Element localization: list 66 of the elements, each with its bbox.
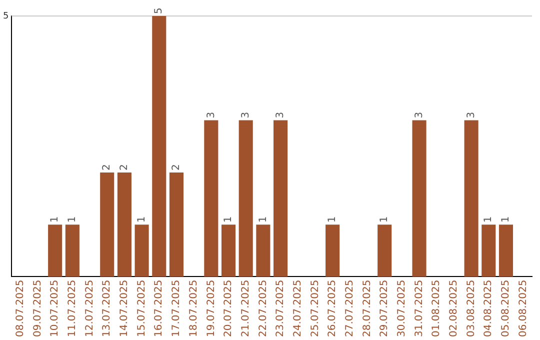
x-tick-label: 08.07.2025 <box>14 280 26 338</box>
x-tick-label: 01.08.2025 <box>431 280 442 338</box>
bar <box>498 224 514 277</box>
x-tick-label: 13.07.2025 <box>102 280 113 338</box>
data-label: 3 <box>414 112 425 118</box>
bar <box>464 120 478 277</box>
x-tick-label: 15.07.2025 <box>136 280 148 338</box>
data-label: 3 <box>466 112 477 118</box>
x-tick-label: 11.07.2025 <box>67 280 78 338</box>
x-tick-label: 02.08.2025 <box>448 280 460 338</box>
x-tick-label: 25.07.2025 <box>310 280 321 338</box>
bar <box>169 172 184 277</box>
x-tick-label: 03.08.2025 <box>466 280 477 338</box>
x-tick-label: 05.08.2025 <box>500 280 512 338</box>
bar <box>48 224 62 277</box>
data-label: 1 <box>500 216 512 223</box>
data-label: 2 <box>119 164 130 170</box>
bar <box>221 224 236 277</box>
bar <box>204 120 218 277</box>
x-tick-label: 26.07.2025 <box>327 280 338 338</box>
data-label: 1 <box>327 216 338 223</box>
x-tick-label: 23.07.2025 <box>275 280 286 338</box>
data-label: 3 <box>275 112 286 118</box>
x-tick-label: 29.07.2025 <box>379 280 390 338</box>
x-tick-label: 09.07.2025 <box>32 280 44 338</box>
x-tick-label: 28.07.2025 <box>362 280 373 338</box>
x-tick-label: 22.07.2025 <box>258 280 269 338</box>
bar <box>274 120 288 277</box>
data-label: 1 <box>67 216 78 223</box>
bar <box>117 172 132 277</box>
x-tick-label: 14.07.2025 <box>119 280 130 338</box>
bar <box>482 224 496 277</box>
x-tick-label: 21.07.2025 <box>240 280 252 338</box>
data-label: 2 <box>171 164 182 170</box>
bar <box>100 172 114 277</box>
data-label: 1 <box>50 216 61 223</box>
x-tick-label: 10.07.2025 <box>50 280 61 338</box>
data-label: 1 <box>136 216 148 223</box>
x-tick-label: 20.07.2025 <box>223 280 234 338</box>
data-label: 1 <box>483 216 494 223</box>
data-label: 5 <box>154 8 165 14</box>
data-label: 1 <box>223 216 234 223</box>
data-label: 3 <box>240 112 252 118</box>
x-tick-label: 31.07.2025 <box>414 280 425 338</box>
bar <box>152 16 166 277</box>
bar <box>134 224 149 277</box>
x-tick-label: 04.08.2025 <box>483 280 494 338</box>
x-tick-label: 24.07.2025 <box>292 280 304 338</box>
x-tick-label: 27.07.2025 <box>344 280 356 338</box>
x-tick-label: 30.07.2025 <box>396 280 408 338</box>
data-label: 1 <box>379 216 390 223</box>
x-tick-label: 16.07.2025 <box>154 280 165 338</box>
bar <box>238 120 253 277</box>
bar <box>412 120 426 277</box>
data-label: 2 <box>102 164 113 170</box>
bar <box>326 224 340 277</box>
x-tick-label: 19.07.2025 <box>206 280 217 338</box>
data-label: 1 <box>258 216 269 223</box>
data-label: 3 <box>206 112 217 118</box>
x-tick-label: 12.07.2025 <box>84 280 96 338</box>
bar <box>378 224 392 277</box>
x-tick-label: 06.08.2025 <box>518 280 529 338</box>
x-tick-label: 17.07.2025 <box>171 280 182 338</box>
x-tick-label: 18.07.2025 <box>188 280 200 338</box>
bar <box>65 224 80 277</box>
bar <box>256 224 270 277</box>
